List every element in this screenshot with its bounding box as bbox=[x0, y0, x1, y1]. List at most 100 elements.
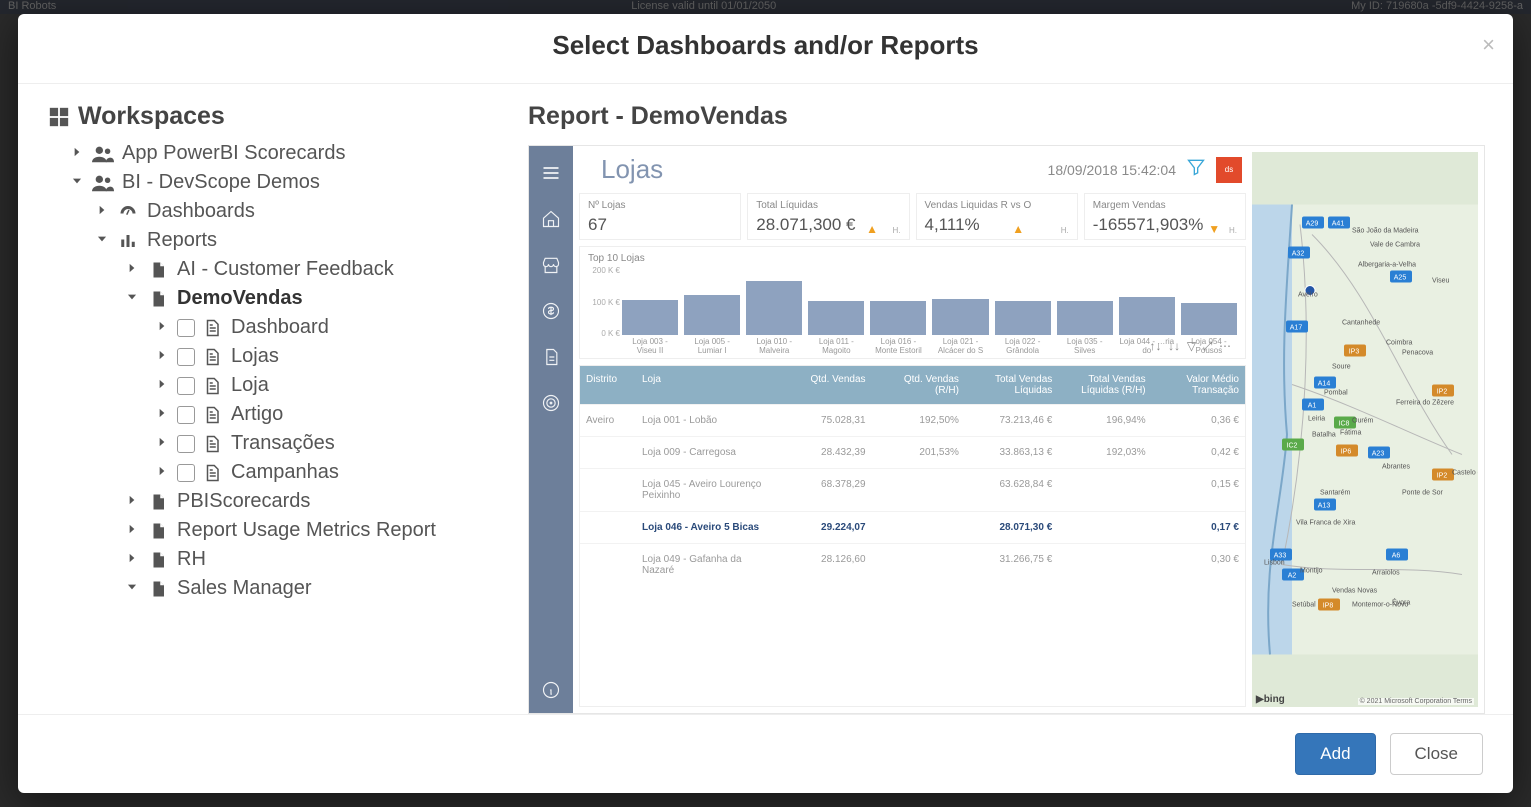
table-column-header[interactable]: Qtd. Vendas (R/H) bbox=[872, 366, 965, 404]
grid-icon bbox=[48, 106, 70, 128]
add-button[interactable]: Add bbox=[1295, 733, 1375, 775]
svg-text:A6: A6 bbox=[1392, 553, 1401, 560]
table-column-header[interactable]: Total Vendas Líquidas (R/H) bbox=[1058, 366, 1151, 404]
tree-node[interactable]: Reports bbox=[48, 226, 506, 255]
filter-icon[interactable] bbox=[1186, 157, 1206, 182]
kpi-value: 67 bbox=[588, 215, 607, 235]
tree-node[interactable]: Dashboard bbox=[48, 313, 506, 342]
chart-bar[interactable]: Loja 010 - Malveira bbox=[746, 281, 802, 356]
tree-node[interactable]: Loja bbox=[48, 371, 506, 400]
chart-title: Top 10 Lojas bbox=[588, 253, 1237, 264]
chart-bar[interactable]: Loja 011 - Magoito bbox=[808, 301, 864, 356]
nav-menu-icon[interactable] bbox=[529, 150, 573, 196]
tree-node[interactable]: Dashboards bbox=[48, 197, 506, 226]
table-row[interactable]: Loja 045 - Aveiro Lourenço Peixinho68.37… bbox=[580, 468, 1245, 511]
chart-bar[interactable]: Loja 022 - Grândola bbox=[995, 301, 1051, 356]
svg-text:Leiria: Leiria bbox=[1308, 416, 1325, 423]
nav-store-icon[interactable] bbox=[529, 242, 573, 288]
chevron-down-icon[interactable] bbox=[123, 580, 141, 598]
preview-title: Report - DemoVendas bbox=[528, 102, 1485, 131]
chevron-right-icon[interactable] bbox=[153, 406, 171, 424]
chevron-down-icon[interactable] bbox=[93, 232, 111, 250]
chevron-right-icon[interactable] bbox=[123, 261, 141, 279]
chart-bar[interactable]: Loja 016 - Monte Estoril bbox=[870, 301, 926, 356]
nav-target-icon[interactable] bbox=[529, 380, 573, 426]
kpi-card[interactable]: Total Líquidas28.071,300 €▲H. bbox=[747, 193, 909, 240]
chart-bar[interactable]: Loja 005 - Lumiar I bbox=[684, 295, 740, 356]
table-row[interactable]: AveiroLoja 001 - Lobão75.028,31192,50%73… bbox=[580, 404, 1245, 436]
nav-doc-icon[interactable] bbox=[529, 334, 573, 380]
chart-visual-icons[interactable]: ↑↓ ↓↓ ▽ ⤢ ⋯ bbox=[1149, 339, 1231, 354]
svg-text:A33: A33 bbox=[1274, 553, 1287, 560]
tree-node[interactable]: PBIScorecards bbox=[48, 487, 506, 516]
tree-node[interactable]: Campanhas bbox=[48, 458, 506, 487]
svg-text:Cantanhede: Cantanhede bbox=[1342, 320, 1380, 327]
svg-text:A1: A1 bbox=[1308, 403, 1317, 410]
kpi-card[interactable]: Nº Lojas67 bbox=[579, 193, 741, 240]
table-column-header[interactable]: Loja bbox=[636, 366, 778, 404]
table-row[interactable]: Loja 049 - Gafanha da Nazaré28.126,6031.… bbox=[580, 543, 1245, 586]
svg-text:Vale de Cambra: Vale de Cambra bbox=[1370, 242, 1420, 249]
map-visual[interactable]: A29A41A32A25A17A14A1A13A23A6A2A33IP2IP2I… bbox=[1252, 152, 1478, 707]
data-table[interactable]: DistritoLojaQtd. VendasQtd. Vendas (R/H)… bbox=[579, 365, 1246, 707]
checkbox[interactable] bbox=[177, 348, 195, 366]
table-column-header[interactable]: Distrito bbox=[580, 366, 636, 404]
tree-node[interactable]: App PowerBI Scorecards bbox=[48, 139, 506, 168]
nav-dollar-icon[interactable] bbox=[529, 288, 573, 334]
svg-text:Setúbal: Setúbal bbox=[1292, 602, 1316, 609]
table-column-header[interactable]: Valor Médio Transação bbox=[1152, 366, 1245, 404]
chevron-right-icon[interactable] bbox=[153, 319, 171, 337]
kpi-card[interactable]: Vendas Liquidas R vs O4,111%▲H. bbox=[916, 193, 1078, 240]
tree-node[interactable]: RH bbox=[48, 545, 506, 574]
kpi-card[interactable]: Margem Vendas-165571,903%▼H. bbox=[1084, 193, 1246, 240]
tree-node[interactable]: Report Usage Metrics Report bbox=[48, 516, 506, 545]
checkbox[interactable] bbox=[177, 435, 195, 453]
tree-node[interactable]: DemoVendas bbox=[48, 284, 506, 313]
modal-header: Select Dashboards and/or Reports × bbox=[18, 14, 1513, 84]
cell bbox=[580, 544, 636, 586]
table-column-header[interactable]: Qtd. Vendas bbox=[778, 366, 871, 404]
checkbox[interactable] bbox=[177, 377, 195, 395]
tree-node-label: Campanhas bbox=[231, 461, 339, 484]
cell: 75.028,31 bbox=[778, 405, 871, 436]
svg-text:A32: A32 bbox=[1292, 251, 1305, 258]
tree-node[interactable]: Sales Manager bbox=[48, 574, 506, 603]
cell: 201,53% bbox=[872, 437, 965, 468]
svg-text:Montijo: Montijo bbox=[1300, 568, 1323, 575]
nav-home-icon[interactable] bbox=[529, 196, 573, 242]
tree-node[interactable]: Artigo bbox=[48, 400, 506, 429]
checkbox[interactable] bbox=[177, 406, 195, 424]
table-row[interactable]: Loja 046 - Aveiro 5 Bicas29.224,0728.071… bbox=[580, 511, 1245, 543]
chevron-right-icon[interactable] bbox=[153, 435, 171, 453]
tree-node[interactable]: Lojas bbox=[48, 342, 506, 371]
chevron-right-icon[interactable] bbox=[93, 203, 111, 221]
chevron-right-icon[interactable] bbox=[123, 522, 141, 540]
chart-bar[interactable]: Loja 003 - Viseu II bbox=[622, 300, 678, 356]
tree-node[interactable]: AI - Customer Feedback bbox=[48, 255, 506, 284]
report-header: Lojas 18/09/2018 15:42:04 ds bbox=[579, 152, 1246, 187]
chevron-down-icon[interactable] bbox=[123, 290, 141, 308]
chart-bar[interactable]: Loja 021 - Alcácer do S bbox=[932, 299, 988, 356]
chevron-right-icon[interactable] bbox=[68, 145, 86, 163]
chevron-right-icon[interactable] bbox=[123, 551, 141, 569]
chevron-right-icon[interactable] bbox=[153, 464, 171, 482]
chevron-right-icon[interactable] bbox=[153, 348, 171, 366]
chevron-right-icon[interactable] bbox=[153, 377, 171, 395]
top10-chart[interactable]: Top 10 Lojas 200 K €100 K €0 K € Loja 00… bbox=[579, 246, 1246, 359]
close-icon[interactable]: × bbox=[1482, 32, 1495, 58]
tree-scroll[interactable]: App PowerBI ScorecardsBI - DevScope Demo… bbox=[48, 139, 512, 714]
table-row[interactable]: Loja 009 - Carregosa28.432,39201,53%33.8… bbox=[580, 436, 1245, 468]
tree-node-label: RH bbox=[177, 548, 206, 571]
svg-text:A23: A23 bbox=[1372, 451, 1385, 458]
tree-node[interactable]: Transações bbox=[48, 429, 506, 458]
chevron-down-icon[interactable] bbox=[68, 174, 86, 192]
checkbox[interactable] bbox=[177, 464, 195, 482]
chevron-right-icon[interactable] bbox=[123, 493, 141, 511]
chart-bar[interactable]: Loja 035 - Silves bbox=[1057, 301, 1113, 356]
cell bbox=[580, 512, 636, 543]
tree-node[interactable]: BI - DevScope Demos bbox=[48, 168, 506, 197]
close-button[interactable]: Close bbox=[1390, 733, 1483, 775]
nav-info-icon[interactable] bbox=[529, 667, 573, 713]
checkbox[interactable] bbox=[177, 319, 195, 337]
table-column-header[interactable]: Total Vendas Líquidas bbox=[965, 366, 1058, 404]
